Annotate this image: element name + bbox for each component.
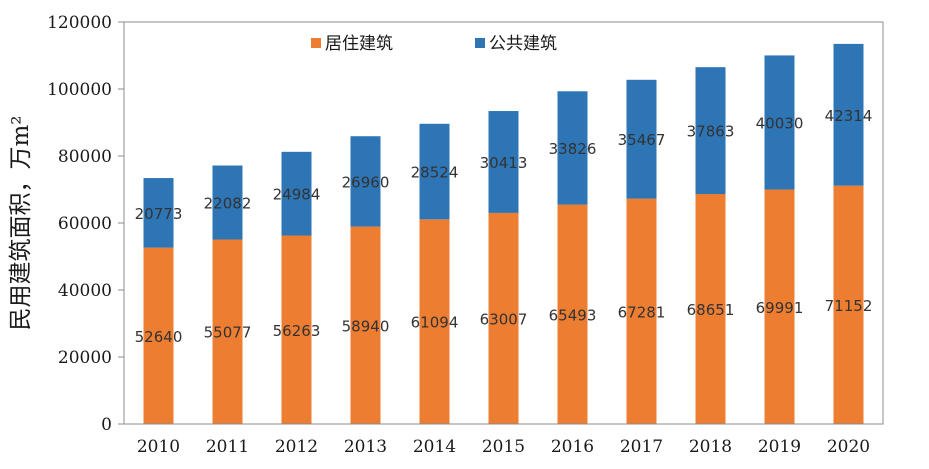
x-tick-label-2020: 2020 <box>827 437 870 457</box>
x-tick-label-2012: 2012 <box>275 437 318 457</box>
data-labels: 52640 20773 55077 22082 56263 24984 58940 26960… <box>135 107 873 346</box>
x-tick-label-2014: 2014 <box>413 437 456 457</box>
y-tick-label: 40000 <box>58 281 112 301</box>
y-axis-label: 民用建筑面积，万m² <box>8 115 34 330</box>
data-label-public-2012: 24984 <box>273 186 321 204</box>
x-tick-label-2019: 2019 <box>758 437 801 457</box>
legend: 居住建筑 公共建筑 <box>311 34 557 54</box>
x-tick-label-2011: 2011 <box>206 437 249 457</box>
x-tick-label-2013: 2013 <box>344 437 387 457</box>
y-tick-label: 60000 <box>58 214 112 234</box>
x-tick-label-2015: 2015 <box>482 437 525 457</box>
data-label-residential-2010: 52640 <box>135 328 183 346</box>
bar-residential-2018 <box>695 194 726 424</box>
data-label-public-2014: 28524 <box>411 164 459 182</box>
x-tick-label-2018: 2018 <box>689 437 732 457</box>
data-label-public-2016: 33826 <box>549 140 597 158</box>
y-tick-label: 100000 <box>47 80 112 100</box>
bar-residential-2015 <box>488 212 519 424</box>
data-label-residential-2018: 68651 <box>687 301 735 319</box>
data-label-public-2010: 20773 <box>135 205 183 223</box>
y-tick-label: 20000 <box>58 348 112 368</box>
bar-residential-2020 <box>833 185 864 424</box>
y-tick-label: 80000 <box>58 147 112 167</box>
data-label-residential-2013: 58940 <box>342 317 390 335</box>
legend-label-public: 公共建筑 <box>489 34 557 54</box>
bar-residential-2016 <box>557 204 588 424</box>
data-label-public-2015: 30413 <box>480 154 528 172</box>
y-axis-label-group: 民用建筑面积，万m² <box>8 115 34 330</box>
bar-residential-2013 <box>350 226 381 424</box>
bar-public-2016 <box>557 91 588 205</box>
legend-swatch-public <box>475 38 485 48</box>
data-label-public-2018: 37863 <box>687 123 735 141</box>
bar-residential-2019 <box>764 189 795 424</box>
x-tick-label-2017: 2017 <box>620 437 663 457</box>
bar-public-2011 <box>212 165 243 240</box>
y-tick-label: 120000 <box>47 13 112 33</box>
data-label-public-2013: 26960 <box>342 173 390 191</box>
data-label-residential-2020: 71152 <box>825 297 873 315</box>
bar-residential-2017 <box>626 198 657 424</box>
data-label-public-2017: 35467 <box>618 131 666 149</box>
bar-public-2015 <box>488 111 519 213</box>
data-label-residential-2017: 67281 <box>618 303 666 321</box>
legend-swatch-residential <box>311 38 321 48</box>
bar-public-2019 <box>764 55 795 190</box>
plot-area-frame <box>123 21 884 425</box>
data-label-residential-2014: 61094 <box>411 314 459 332</box>
bar-public-2020 <box>833 43 864 186</box>
bar-public-2013 <box>350 136 381 227</box>
x-tick-label-2016: 2016 <box>551 437 594 457</box>
bar-public-2017 <box>626 79 657 199</box>
bar-public-2012 <box>281 151 312 236</box>
data-label-public-2019: 40030 <box>756 114 804 132</box>
bar-residential-2012 <box>281 235 312 424</box>
data-label-residential-2011: 55077 <box>204 324 252 342</box>
bar-residential-2010 <box>143 247 174 424</box>
data-label-residential-2012: 56263 <box>273 322 321 340</box>
data-label-public-2020: 42314 <box>825 107 873 125</box>
bar-public-2010 <box>143 178 174 248</box>
bar-public-2014 <box>419 123 450 220</box>
data-label-residential-2015: 63007 <box>480 310 528 328</box>
bar-residential-2011 <box>212 239 243 424</box>
y-axis-ticks: 0 20000 40000 60000 80000 100000 120000 <box>47 13 124 435</box>
legend-label-residential: 居住建筑 <box>325 34 393 54</box>
y-tick-label: 0 <box>101 415 112 435</box>
x-axis-ticks: 2010 2011 2012 2013 2014 2015 2016 2017 2018 2019… <box>137 437 870 457</box>
bar-residential-2014 <box>419 219 450 424</box>
bars <box>143 43 864 424</box>
data-label-residential-2016: 65493 <box>549 306 597 324</box>
x-tick-label-2010: 2010 <box>137 437 180 457</box>
data-label-residential-2019: 69991 <box>756 299 804 317</box>
data-label-public-2011: 22082 <box>204 195 252 213</box>
bar-public-2018 <box>695 67 726 195</box>
